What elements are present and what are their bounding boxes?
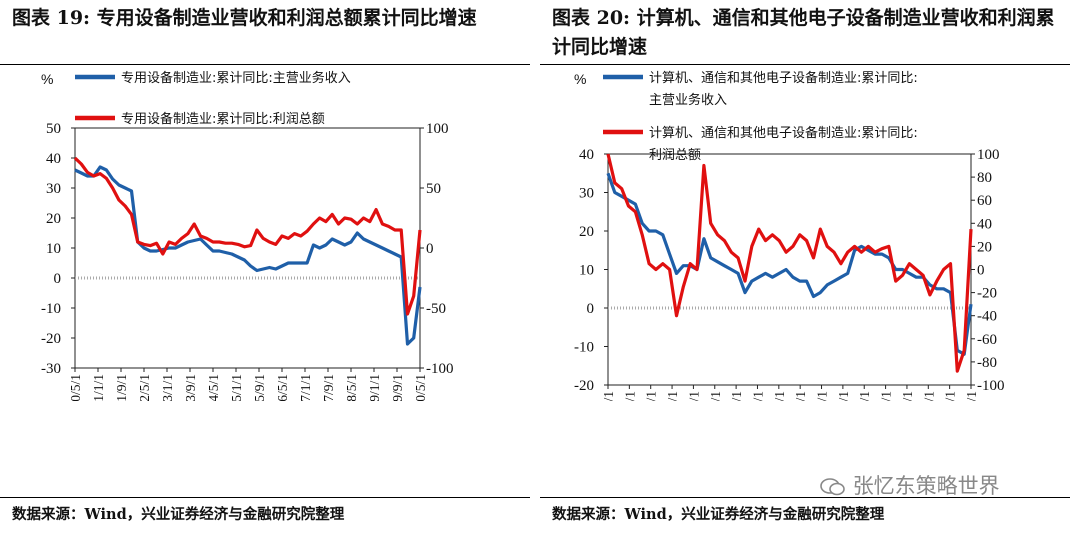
x-tick-label: 2013/12/1 <box>729 391 744 401</box>
line-chart-right: 403020100-10-20100806040200-20-40-60-80-… <box>574 70 1005 401</box>
y-left-tick-label: 40 <box>46 151 61 167</box>
y-left-tick-label: 20 <box>579 224 594 240</box>
x-tick-label: 2015/9/1 <box>793 391 808 401</box>
y-left-tick-label: 30 <box>579 186 594 202</box>
y-right-tick-label: -100 <box>977 378 1005 394</box>
chart-title-left: 图表 19: 专用设备制造业营收和利润总额累计同比增速 <box>12 7 477 29</box>
y-left-tick-label: -10 <box>574 340 594 356</box>
y-right-tick-label: -100 <box>426 361 454 377</box>
y-right-tick-label: 100 <box>426 121 449 137</box>
source-rule-left <box>0 497 530 498</box>
y-right-tick-label: -60 <box>977 332 997 348</box>
chart-title-right: 图表 20: 计算机、通信和其他电子设备制造业营收和利润累计同比增速 <box>552 7 1055 58</box>
chart-panel-left: 图表 19: 专用设备制造业营收和利润总额累计同比增速 50 40 30 20 10 0-… <box>0 7 530 523</box>
x-tick-label: 2019/3/1 <box>921 391 936 401</box>
legend-label-0: 计算机、通信和其他电子设备制造业:累计同比: <box>649 70 918 86</box>
x-tick-label: 2011/1/1 <box>91 374 106 401</box>
x-tick-label: 2012/3/1 <box>665 391 680 401</box>
legend-label-1: 专用设备制造业:累计同比:利润总额 <box>121 111 325 127</box>
y-left-tick-label: 40 <box>579 147 594 163</box>
y-right-tick-label: 50 <box>426 181 441 197</box>
x-tick-label: 2020/5/1 <box>964 391 979 401</box>
series-line-1 <box>606 153 973 373</box>
x-tick-label: 2019/1/1 <box>367 374 382 401</box>
y-right-tick-label: 0 <box>977 263 985 279</box>
y-left-tick-label: -10 <box>41 301 61 317</box>
x-tick-label: 2015/1/1 <box>229 374 244 401</box>
x-tick-label: 2011/8/1 <box>644 391 659 401</box>
x-tick-label: 2012/10/1 <box>686 391 701 401</box>
x-tick-label: 2013/1/1 <box>160 374 175 401</box>
y-left-tick-label: 0 <box>587 301 595 317</box>
x-tick-label: 2012/5/1 <box>137 374 152 401</box>
y-right-tick-label: 60 <box>977 193 992 209</box>
x-tick-label: 2017/1/1 <box>298 374 313 401</box>
source-rule-right <box>540 497 1070 498</box>
legend-label-1-cont: 利润总额 <box>649 148 701 163</box>
x-tick-label: 2018/8/1 <box>900 391 915 401</box>
source-note-right: 数据来源：Wind，兴业证券经济与金融研究院整理 <box>552 506 885 523</box>
x-tick-label: 2015/9/1 <box>252 374 267 401</box>
y-left-tick-label: 20 <box>46 211 61 227</box>
x-tick-label: 2016/4/1 <box>815 391 830 401</box>
unit-label: % <box>41 71 53 87</box>
x-tick-label: 2017/9/1 <box>321 374 336 401</box>
series-line-1 <box>73 156 422 316</box>
x-tick-label: 2011/1/1 <box>622 391 637 401</box>
y-left-tick-label: -20 <box>574 378 594 394</box>
y-right-tick-label: 40 <box>977 216 992 232</box>
y-left-tick-label: -30 <box>41 361 61 377</box>
series-line-0 <box>606 172 973 356</box>
title-rule-left <box>0 64 530 65</box>
y-right-tick-label: 0 <box>426 241 434 257</box>
y-left-tick-label: 10 <box>46 241 61 257</box>
x-tick-label: 2016/11/1 <box>836 391 851 401</box>
wechat-icon <box>820 478 845 496</box>
y-left-tick-label: 0 <box>54 271 62 287</box>
x-tick-label: 2014/5/1 <box>206 374 221 401</box>
y-left-tick-label: 50 <box>46 121 61 137</box>
x-tick-label: 2010/6/1 <box>601 391 616 401</box>
watermark-text: 张忆东策略世界 <box>852 474 1000 498</box>
x-tick-label: 2018/1/1 <box>879 391 894 401</box>
x-tick-label: 2014/7/1 <box>750 391 765 401</box>
y-right-tick-label: -40 <box>977 309 997 325</box>
plot-frame <box>74 127 421 369</box>
y-right-tick-label: 100 <box>977 147 1000 163</box>
title-rule-right <box>540 64 1070 65</box>
x-tick-label: 2013/5/1 <box>708 391 723 401</box>
series-line-0 <box>74 165 422 346</box>
x-tick-label: 2019/9/1 <box>390 374 405 401</box>
x-tick-label: 2018/5/1 <box>344 374 359 401</box>
legend-label-0: 专用设备制造业:累计同比:主营业务收入 <box>121 70 351 86</box>
x-tick-label: 2020/5/1 <box>413 374 428 401</box>
y-right-tick-label: 80 <box>977 170 992 186</box>
y-left-tick-label: 30 <box>46 181 61 197</box>
x-tick-label: 2015/2/1 <box>772 391 787 401</box>
x-tick-label: 2013/9/1 <box>183 374 198 401</box>
y-right-tick-label: 20 <box>977 239 992 255</box>
x-tick-label: 2017/6/1 <box>857 391 872 401</box>
unit-label: % <box>574 71 586 87</box>
chart-panel-right: 图表 20: 计算机、通信和其他电子设备制造业营收和利润累计同比增速 40 30 2… <box>540 0 1080 534</box>
y-left-tick-label: -20 <box>41 331 61 347</box>
y-left-tick-label: 10 <box>579 263 594 279</box>
legend-label-1: 计算机、通信和其他电子设备制造业:累计同比: <box>649 125 918 141</box>
y-right-tick-label: -20 <box>977 286 997 302</box>
x-tick-label: 2010/5/1 <box>68 374 83 401</box>
source-note-left: 数据来源：Wind，兴业证券经济与金融研究院整理 <box>12 506 345 523</box>
line-chart-left: 50403020100-10-20-30100500-50-1002010/5/… <box>41 70 454 401</box>
x-tick-label: 2019/10/1 <box>943 391 958 401</box>
x-tick-label: 2011/9/1 <box>114 374 129 401</box>
x-tick-label: 2016/5/1 <box>275 374 290 401</box>
legend-label-0-cont: 主营业务收入 <box>649 92 727 108</box>
y-right-tick-label: -50 <box>426 301 446 317</box>
watermark: 张忆东策略世界 <box>820 470 1000 500</box>
y-right-tick-label: -80 <box>977 355 997 371</box>
